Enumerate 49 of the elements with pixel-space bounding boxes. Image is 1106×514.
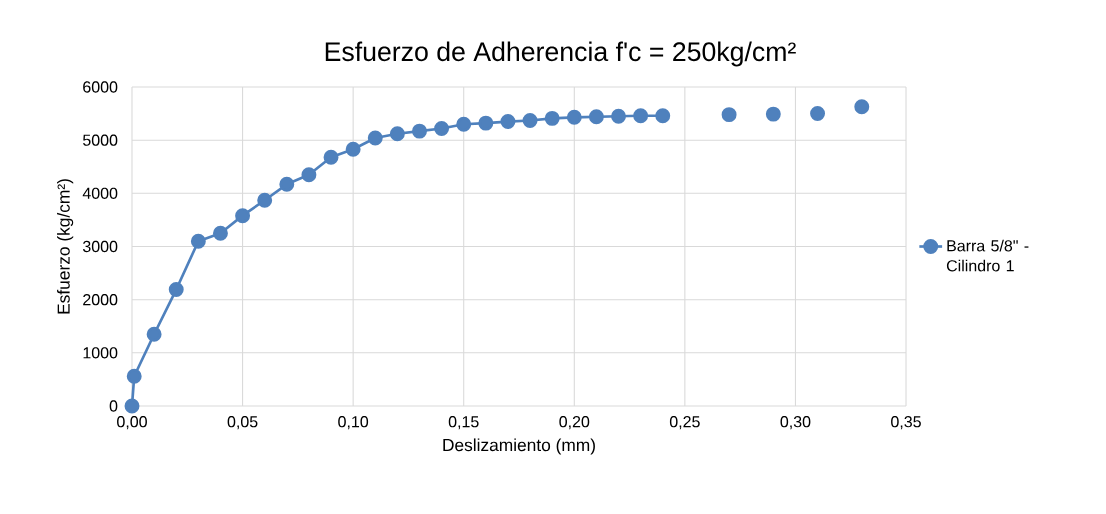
point bbox=[721, 107, 737, 123]
point bbox=[434, 121, 450, 136]
y-tick-label: 2000 bbox=[83, 294, 118, 306]
point bbox=[500, 114, 516, 130]
y-tick-label: 5000 bbox=[83, 134, 118, 146]
point bbox=[257, 192, 273, 208]
point bbox=[854, 99, 870, 115]
point bbox=[456, 116, 472, 132]
point bbox=[190, 233, 206, 249]
point bbox=[566, 109, 582, 125]
y-axis-title: Esfuerzo (kg/cm²) bbox=[57, 179, 74, 314]
y-tick-label: 4000 bbox=[82, 187, 118, 199]
point bbox=[522, 113, 538, 128]
point bbox=[124, 398, 140, 414]
point bbox=[633, 108, 649, 124]
point bbox=[126, 368, 142, 384]
point bbox=[212, 225, 228, 241]
point bbox=[235, 208, 251, 224]
point bbox=[588, 109, 604, 125]
point bbox=[279, 176, 295, 192]
point bbox=[301, 167, 317, 183]
y-tick-label: 6000 bbox=[83, 81, 118, 93]
x-tick-label: 0,15 bbox=[448, 416, 479, 430]
point bbox=[655, 108, 671, 124]
point bbox=[810, 106, 826, 122]
point bbox=[146, 326, 162, 342]
point bbox=[323, 149, 339, 165]
chart-title: Esfuerzo de Adherencia f'c = 250kg/cm² bbox=[325, 41, 796, 67]
y-tick-label: 3000 bbox=[82, 240, 118, 253]
point bbox=[345, 141, 361, 157]
point bbox=[478, 115, 494, 131]
x-tick-label: 0,20 bbox=[559, 416, 590, 430]
x-tick-label: 0,30 bbox=[780, 416, 811, 430]
y-tick-label: 0 bbox=[109, 400, 118, 412]
point bbox=[412, 123, 427, 139]
point bbox=[765, 106, 781, 122]
point bbox=[611, 108, 626, 124]
x-tick-label: 0,00 bbox=[117, 416, 147, 430]
point bbox=[389, 126, 405, 142]
point bbox=[367, 130, 383, 146]
x-tick-label: 0,10 bbox=[338, 416, 369, 430]
point bbox=[168, 282, 184, 298]
legend-label: Barra 5/8" - Cilindro 1 bbox=[946, 239, 1029, 272]
point bbox=[544, 110, 560, 126]
x-axis-title: Deslizamiento (mm) bbox=[443, 438, 595, 455]
x-tick-label: 0,05 bbox=[227, 416, 258, 430]
x-tick-label: 0,25 bbox=[669, 416, 700, 430]
y-tick-label: 1000 bbox=[83, 347, 118, 359]
x-tick-label: 0,35 bbox=[891, 416, 921, 430]
